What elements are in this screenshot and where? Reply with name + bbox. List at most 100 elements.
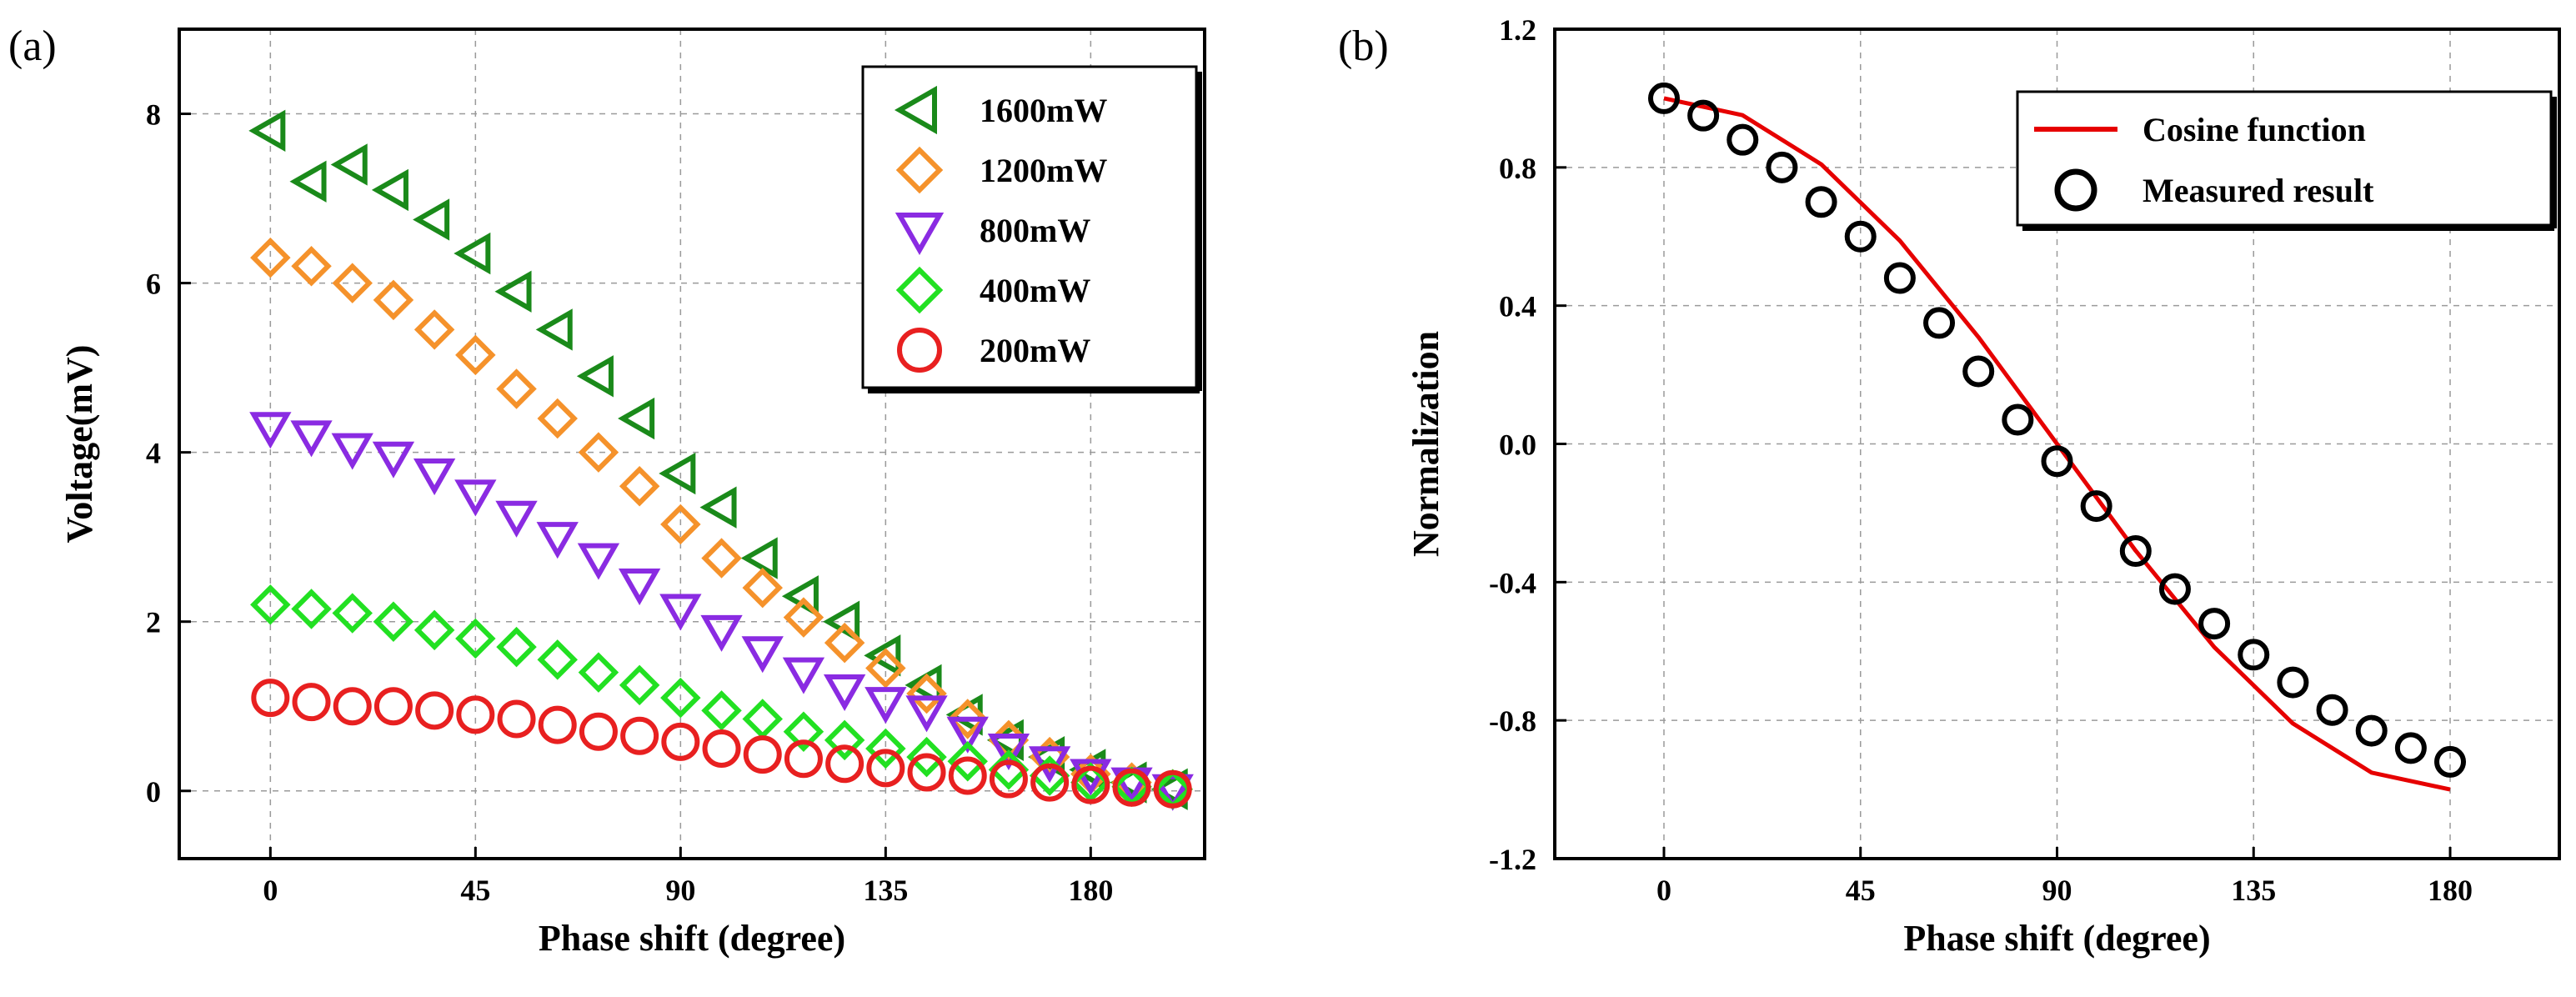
data-point-measured-result [1727, 123, 1759, 156]
data-point-200mw [1112, 768, 1151, 807]
data-point-400mw [947, 740, 988, 782]
data-point-200mw [907, 753, 946, 792]
data-point-200mw [333, 687, 372, 726]
data-point-200mw [1030, 763, 1070, 802]
data-point-400mw [742, 699, 783, 739]
data-point-800mw [782, 657, 825, 694]
y-tick-label: 2 [146, 606, 161, 639]
x-tick-label: 0 [263, 874, 278, 907]
data-point-1600mw [248, 109, 286, 153]
data-point-1200mw [496, 368, 537, 409]
data-point-800mw [495, 500, 538, 538]
data-point-800mw [823, 674, 866, 711]
data-point-1600mw [699, 486, 737, 529]
x-tick-label: 90 [2042, 874, 2072, 907]
data-point-800mw [454, 479, 497, 517]
data-point-200mw [784, 739, 823, 779]
x-tick-label: 90 [665, 874, 695, 907]
data-point-1600mw [413, 198, 450, 241]
y-tick-label: 8 [146, 98, 161, 132]
data-point-200mw [866, 749, 905, 788]
data-point-200mw [497, 699, 536, 739]
data-point-1200mw [537, 398, 578, 439]
data-point-1200mw [619, 466, 660, 507]
data-point-measured-result [2238, 639, 2270, 671]
legend-label: 200mW [980, 332, 1090, 369]
data-point-measured-result [2277, 666, 2309, 699]
x-tick-label: 180 [2428, 874, 2473, 907]
data-point-1600mw [576, 355, 614, 398]
data-point-1200mw [865, 648, 906, 689]
data-point-1200mw [413, 309, 455, 350]
data-point-400mw [250, 584, 291, 625]
data-point-400mw [332, 593, 373, 634]
data-point-200mw [1071, 765, 1110, 804]
data-point-800mw [659, 594, 702, 631]
y-tick-label: 0 [146, 775, 161, 809]
data-point-800mw [741, 636, 784, 674]
legend-marker-400mw [895, 266, 944, 314]
y-tick-label: -0.8 [1489, 704, 1536, 738]
data-point-1600mw [864, 634, 901, 677]
data-point-measured-result [1923, 307, 1956, 339]
plot-frame [178, 28, 1206, 860]
data-point-measured-result [1844, 220, 1877, 253]
data-point-400mw [496, 626, 537, 668]
data-point-1200mw [455, 334, 496, 376]
data-point-400mw [865, 728, 906, 769]
data-point-200mw [825, 744, 865, 784]
panel-b-chart: 0 45 90 135 180 -1.2 -0.8 -0.4 0.0 0.4 0.8 1.2 Phase… [1338, 13, 2561, 959]
data-point-measured-result [1687, 99, 1720, 132]
data-point-1200mw [742, 567, 783, 609]
data-point-1200mw [250, 237, 291, 278]
data-point-measured-result [1647, 82, 1680, 114]
x-tick-label: 135 [2231, 874, 2276, 907]
legend-label: 400mW [980, 272, 1090, 309]
data-point-measured-result [2434, 745, 2467, 778]
x-tick-label: 135 [863, 874, 908, 907]
data-point-800mw [618, 569, 661, 606]
data-point-200mw [948, 756, 987, 795]
data-point-measured-result [2316, 694, 2348, 726]
data-point-400mw [701, 690, 742, 731]
data-point-1600mw [494, 270, 532, 313]
data-point-200mw [251, 679, 290, 718]
data-point-measured-result [2198, 608, 2231, 640]
data-point-measured-result [2158, 573, 2191, 605]
data-point-measured-result [2002, 403, 2034, 436]
legend-label: Cosine function [2142, 111, 2366, 148]
data-point-1600mw [330, 143, 368, 186]
data-point-1200mw [578, 432, 619, 473]
legend-marker-800mw [895, 213, 945, 256]
data-point-400mw [824, 719, 865, 761]
data-point-measured-result [1766, 151, 1798, 183]
data-point-200mw [1153, 769, 1192, 809]
data-point-800mw [905, 695, 948, 733]
data-point-1200mw [660, 504, 701, 545]
x-tick-label: 45 [1846, 874, 1876, 907]
data-point-1200mw [701, 538, 742, 579]
data-point-1600mw [371, 168, 408, 212]
panel-a-chart: 0 45 90 135 180 0 2 4 6 8 Phase shift (degree) Volt… [8, 23, 1206, 959]
data-point-1200mw [373, 279, 414, 321]
data-point-1200mw [947, 699, 988, 739]
legend-label: Measured result [2142, 172, 2374, 209]
data-point-800mw [372, 441, 415, 478]
legend-label: 1200mW [980, 152, 1107, 189]
legend-marker-measured-result [2054, 168, 2097, 212]
series-line-cosine-function [1663, 96, 2451, 792]
data-point-1200mw [332, 263, 373, 303]
legend-box [2016, 90, 2553, 227]
x-tick-label: 45 [460, 874, 490, 907]
y-tick-label: -0.4 [1489, 566, 1536, 599]
y-tick-label: 4 [146, 437, 161, 470]
data-point-1600mw [535, 308, 573, 351]
data-point-200mw [579, 712, 618, 751]
y-axis-title: Normalization [1406, 331, 1446, 557]
data-point-200mw [292, 683, 331, 722]
x-axis-title: Phase shift (degree) [539, 918, 845, 959]
y-tick-label: 0.4 [1499, 290, 1536, 323]
data-point-400mw [619, 664, 660, 706]
data-point-800mw [865, 687, 907, 724]
